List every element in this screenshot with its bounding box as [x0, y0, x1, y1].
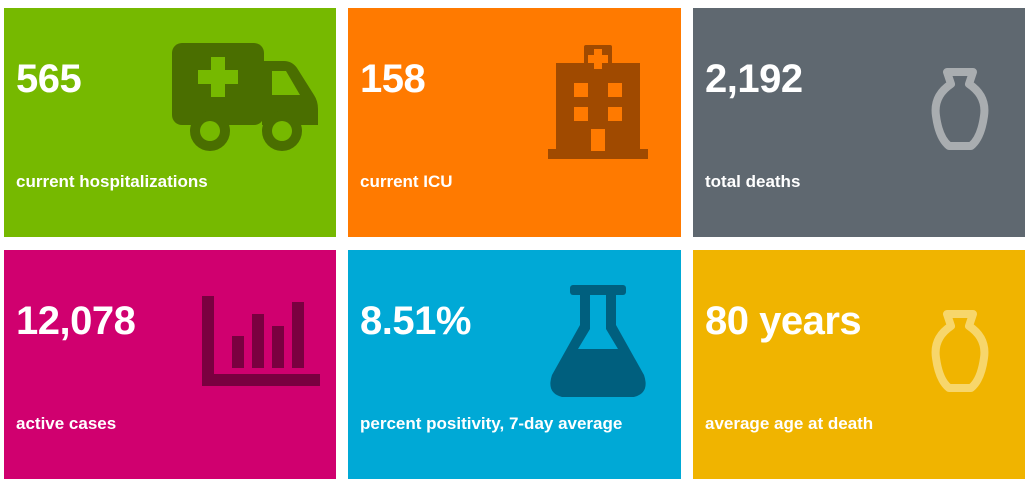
tile-value: 80 years [705, 299, 862, 343]
tile-value: 565 [16, 57, 82, 101]
tile-label: average age at death [705, 414, 874, 433]
urn-icon [931, 310, 989, 392]
tile-label: current ICU [360, 172, 453, 191]
tile-value: 2,192 [705, 57, 803, 101]
flask-icon [550, 285, 646, 397]
tile-label: active cases [16, 414, 117, 433]
hospital-icon [548, 45, 648, 159]
ambulance-icon [172, 43, 318, 151]
urn-icon [931, 68, 989, 150]
tile-current-hospitalizations: 565 current hospitalizations [4, 8, 336, 237]
bar-chart-icon [202, 296, 320, 386]
tile-label: percent positivity, 7-day average [360, 414, 623, 433]
tile-value: 158 [360, 57, 426, 101]
tile-label: current hospitalizations [16, 172, 208, 191]
tile-current-icu: 158 current ICU [348, 8, 681, 237]
tile-percent-positivity: 8.51% percent positivity, 7-day average [348, 250, 681, 479]
tile-active-cases: 12,078 active cases [4, 250, 336, 479]
tile-label: total deaths [705, 172, 801, 191]
tile-value: 12,078 [16, 299, 136, 343]
tile-value: 8.51% [360, 299, 471, 343]
tile-total-deaths: 2,192 total deaths [693, 8, 1025, 237]
tile-average-age-at-death: 80 years average age at death [693, 250, 1025, 479]
